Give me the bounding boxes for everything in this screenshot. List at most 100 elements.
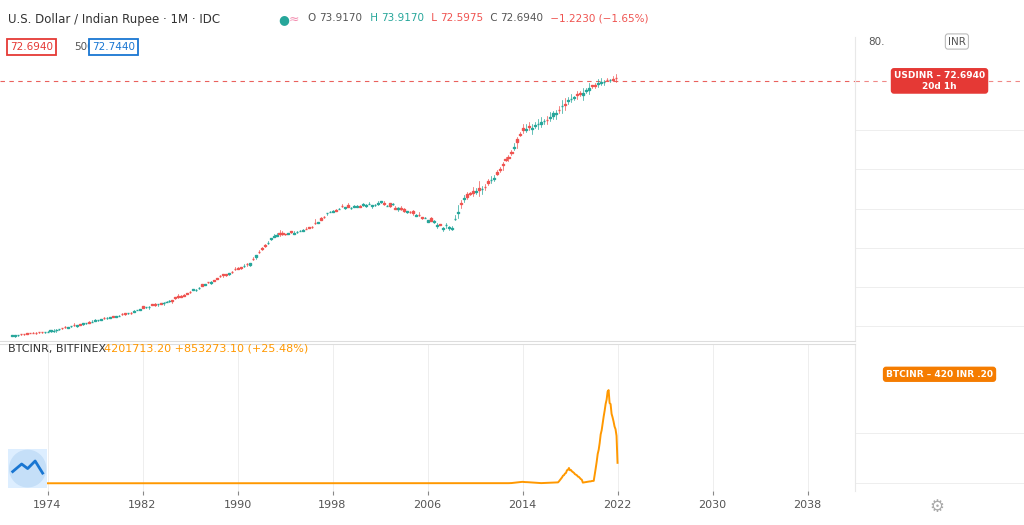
Text: 72.7440: 72.7440	[92, 42, 135, 52]
Bar	[347, 205, 349, 207]
Bar	[293, 233, 295, 234]
Bar	[222, 274, 224, 275]
Bar	[513, 147, 515, 148]
Bar	[588, 88, 590, 90]
Bar	[353, 205, 355, 207]
Bar	[564, 104, 566, 105]
Bar	[493, 178, 495, 179]
Bar	[397, 208, 399, 209]
Bar	[572, 97, 574, 98]
Bar	[436, 225, 438, 226]
Text: U.S. Dollar / Indian Rupee · 1M · IDC: U.S. Dollar / Indian Rupee · 1M · IDC	[8, 13, 220, 26]
Bar	[555, 112, 557, 114]
Text: H: H	[367, 13, 378, 23]
Bar	[282, 233, 284, 234]
Polygon shape	[9, 450, 46, 487]
Bar	[174, 297, 176, 298]
Bar	[567, 100, 569, 101]
Text: INR: INR	[948, 37, 966, 47]
Bar	[255, 255, 257, 257]
Bar	[32, 332, 34, 333]
Bar	[49, 330, 51, 331]
Bar	[332, 211, 334, 212]
Bar	[466, 194, 468, 197]
Bar	[263, 245, 265, 246]
Bar	[272, 236, 274, 237]
Bar	[478, 188, 480, 190]
Bar	[302, 230, 304, 231]
Bar	[549, 117, 551, 118]
Text: 4201713.20 +853273.10 (+25.48%): 4201713.20 +853273.10 (+25.48%)	[104, 344, 308, 354]
Bar	[228, 273, 230, 274]
Bar	[94, 320, 96, 321]
Bar	[457, 212, 459, 213]
Bar	[261, 248, 263, 249]
Bar	[288, 233, 290, 234]
Bar	[141, 307, 143, 308]
Text: ●: ●	[279, 13, 290, 26]
Bar	[525, 129, 527, 130]
Bar	[552, 113, 554, 116]
Bar	[388, 203, 390, 206]
Bar	[407, 211, 409, 212]
Bar	[528, 126, 530, 127]
Bar	[240, 267, 242, 268]
Bar	[394, 207, 396, 209]
Bar	[582, 93, 584, 95]
Bar	[433, 221, 435, 222]
Text: L: L	[428, 13, 437, 23]
Bar	[475, 191, 477, 192]
Bar	[76, 325, 79, 326]
Bar	[460, 203, 462, 204]
Bar	[383, 203, 385, 204]
Text: 500: 500	[74, 42, 93, 52]
Bar	[516, 139, 518, 142]
Text: C: C	[487, 13, 498, 23]
Bar	[210, 282, 212, 284]
Bar	[124, 313, 126, 314]
Bar	[279, 233, 281, 234]
Bar	[469, 193, 471, 194]
Bar	[166, 301, 168, 302]
Bar	[321, 218, 323, 219]
Bar	[522, 128, 524, 130]
Text: 72.6940: 72.6940	[10, 42, 53, 52]
Bar	[115, 316, 117, 317]
Text: 72.6940: 72.6940	[500, 13, 543, 23]
Bar	[403, 209, 406, 211]
Bar	[317, 222, 319, 223]
Bar	[575, 94, 578, 95]
Bar	[154, 303, 156, 305]
Bar	[496, 172, 498, 174]
Bar	[413, 212, 415, 213]
Bar	[421, 217, 423, 218]
Bar	[535, 125, 537, 127]
Text: O: O	[307, 13, 315, 23]
Bar	[204, 284, 206, 285]
Bar	[193, 289, 195, 290]
Text: BTCINR, BITFINEX: BTCINR, BITFINEX	[8, 344, 106, 354]
Bar	[380, 201, 382, 202]
Bar	[499, 169, 501, 170]
Bar	[138, 309, 140, 310]
Bar	[510, 152, 512, 153]
Text: −1.2230 (−1.65%): −1.2230 (−1.65%)	[547, 13, 648, 23]
Bar	[430, 218, 432, 220]
Bar	[508, 157, 510, 158]
Bar	[151, 304, 153, 305]
Text: USDINR – 72.6940
20d 1h: USDINR – 72.6940 20d 1h	[894, 71, 985, 91]
Bar	[427, 220, 429, 222]
Bar	[275, 235, 278, 236]
Text: ≈: ≈	[289, 13, 299, 26]
Bar	[591, 85, 593, 87]
Text: 80.: 80.	[868, 37, 885, 47]
Bar	[249, 264, 251, 265]
Text: 72.5975: 72.5975	[440, 13, 483, 23]
Bar	[291, 231, 293, 233]
Bar	[68, 327, 70, 328]
Bar	[502, 164, 504, 165]
Text: 73.9170: 73.9170	[381, 13, 424, 23]
Text: BTCINR – 420 INR .20: BTCINR – 420 INR .20	[886, 370, 993, 379]
Bar	[201, 285, 203, 286]
Bar	[472, 191, 474, 193]
